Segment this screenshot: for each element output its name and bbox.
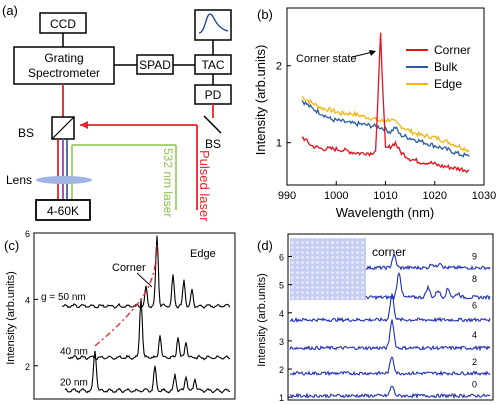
lens-label: Lens: [6, 173, 32, 187]
y-tick-label-d: 2: [279, 365, 284, 375]
series-label-d: 8: [472, 274, 477, 284]
panel-b-plot-area: 990 1000 1010 1020 1030 1 2: [276, 32, 496, 202]
legend-b: Corner Bulk Edge: [406, 43, 471, 91]
y-tick-label-c: 2: [25, 362, 30, 372]
panel-d-ylabel: Intensity (arb.units): [256, 273, 268, 367]
corner-state-arrow-icon: [369, 50, 376, 56]
series-label-d: 9: [472, 251, 477, 261]
spad-label: SPAD: [139, 58, 171, 72]
y-tick-label-c: 4: [25, 295, 30, 305]
legend-label-corner: Corner: [434, 43, 471, 57]
series-line-corner: [301, 32, 470, 174]
corner-pointer-c: [136, 272, 153, 288]
spectrum-line-d: [289, 356, 491, 377]
panel-c: (c) 2 4 6 g = 50 nm 40 nm 20 nm Intensity (ar…: [4, 229, 236, 400]
cryostat-box: [35, 199, 91, 221]
series-label-c: 40 nm: [60, 347, 88, 358]
spectrum-line-d: [365, 252, 491, 271]
series-label-d: 0: [472, 379, 477, 389]
y-tick-label-d: 5: [279, 281, 284, 291]
grating-spectrometer-box: [13, 46, 115, 85]
panel-c-ylabel: Intensity (arb.units): [5, 271, 17, 365]
bs1-label: BS: [18, 126, 34, 140]
panel-b: (b) 990 1000 1010 1020 1030 1 2 Intensity (arb…: [253, 7, 496, 220]
beam-splitter-right: [203, 115, 222, 134]
corner-inset-image: [290, 238, 366, 300]
laser-532-label: 532 nm laser: [161, 148, 175, 217]
panel-c-plot-frame: [33, 232, 236, 400]
panel-a: (a) CCD Grating Spectrometer SPAD TAC PD: [2, 3, 232, 222]
panel-d-plot-area: 1 2 3 4 5 6 9 8 6 4 2 0: [279, 251, 491, 403]
panel-d-label: (d): [257, 238, 273, 253]
y-tick-label-d: 6: [279, 253, 284, 263]
panel-c-plot-area: 2 4 6 g = 50 nm 40 nm 20 nm: [25, 229, 231, 394]
inset-corner-label: corner: [372, 245, 406, 259]
y-tick-label-d: 4: [279, 309, 284, 319]
corner-state-annotation: Corner state: [296, 53, 357, 65]
panel-b-ylabel: Intensity (arb.units): [253, 45, 268, 156]
pulsed-laser-label: Pulsed laser: [197, 150, 212, 222]
pulse-trace-icon: [198, 13, 229, 34]
grating-label-line1: Grating: [44, 51, 83, 65]
legend-box-b: [402, 43, 482, 101]
tac-label: TAC: [201, 58, 224, 72]
lens-icon: [36, 176, 92, 184]
grating-label-line2: Spectrometer: [28, 66, 100, 80]
series-label-d: 6: [472, 301, 477, 311]
panel-d: (d) corner 1 2 3 4 5 6 9 8 6 4 2 0 Intensity (arb.u…: [256, 233, 494, 403]
oscilloscope-box: [194, 9, 232, 41]
panel-d-plot-frame: [287, 233, 494, 401]
y-tick-label-c: 6: [25, 229, 30, 239]
y-tick-label-b: 1: [276, 138, 282, 150]
panel-c-title: Edge: [190, 248, 216, 260]
series-label-d: 4: [472, 330, 477, 340]
pulsed-beam-arrow-icon: [80, 121, 88, 129]
panel-b-xlabel: Wavelength (nm): [336, 205, 435, 220]
series-label-d: 2: [472, 357, 477, 367]
panel-a-label: (a): [2, 3, 18, 18]
x-tick-label-b: 1030: [472, 190, 496, 202]
bs2-label: BS: [205, 137, 221, 151]
series-line-bulk: [301, 99, 470, 158]
panel-b-label: (b): [257, 7, 273, 22]
spectrum-line-d: [289, 385, 491, 400]
x-tick-label-b: 1010: [373, 190, 397, 202]
spectrum-line-c: [61, 235, 231, 309]
series-label-c: g = 50 nm: [41, 292, 86, 303]
ccd-label: CCD: [50, 17, 76, 31]
spectrum-line-d: [365, 271, 491, 301]
x-tick-label-b: 990: [278, 190, 296, 202]
series-label-c: 20 nm: [60, 378, 88, 389]
cryostat-label: 4-60K: [47, 204, 79, 218]
pd-label: PD: [205, 88, 222, 102]
corner-state-pointer: [351, 51, 374, 58]
x-tick-label-b: 1020: [423, 190, 447, 202]
y-tick-label-b: 2: [276, 61, 282, 73]
x-tick-label-b: 1000: [324, 190, 348, 202]
spectrum-line-c: [64, 350, 231, 394]
series-line-edge: [301, 95, 470, 153]
legend-label-bulk: Bulk: [434, 60, 458, 74]
corner-trend-line: [94, 242, 158, 347]
spectrum-line-c: [67, 298, 231, 361]
beam-splitter-diagonal: [51, 116, 75, 140]
y-tick-label-d: 3: [279, 337, 284, 347]
legend-label-edge: Edge: [434, 77, 462, 91]
spectrum-line-d: [290, 292, 491, 323]
corner-label-c: Corner: [112, 262, 146, 274]
panel-c-label: (c): [4, 238, 19, 253]
y-tick-label-d: 1: [279, 393, 284, 403]
spectrum-line-d: [289, 319, 491, 352]
